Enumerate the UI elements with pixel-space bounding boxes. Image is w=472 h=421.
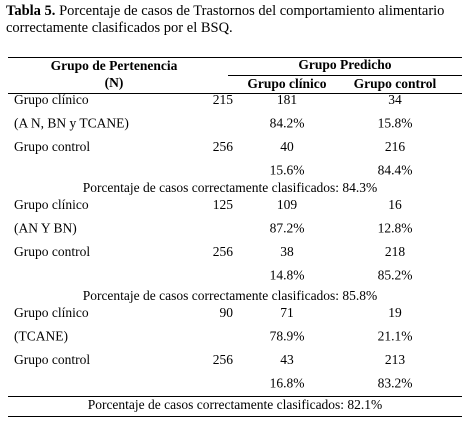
row-label: Grupo control bbox=[14, 244, 90, 259]
header: Grupo Predicho bbox=[298, 57, 391, 72]
cell: 83.2% bbox=[378, 376, 413, 391]
cell: 84.4% bbox=[378, 163, 413, 178]
row-label: Grupo clínico bbox=[14, 197, 89, 212]
cell: 213 bbox=[385, 352, 406, 367]
cell: 109 bbox=[277, 197, 298, 212]
caption-label: Tabla 5. bbox=[6, 3, 56, 19]
row-label: Grupo clínico bbox=[14, 92, 89, 107]
caption-text: Porcentaje de casos de Trastornos del co… bbox=[6, 3, 445, 36]
cell: 38 bbox=[280, 244, 294, 259]
cell: 216 bbox=[385, 139, 406, 154]
cell: 15.6% bbox=[270, 163, 305, 178]
n-value: 256 bbox=[213, 352, 234, 367]
cell: 181 bbox=[277, 92, 297, 107]
header: Grupo clínico bbox=[247, 76, 326, 91]
n-value: 90 bbox=[220, 305, 234, 320]
summary: Porcentaje de casos correctamente clasif… bbox=[83, 288, 378, 303]
cell: 14.8% bbox=[270, 268, 305, 283]
header: Grupo de Pertenencia bbox=[51, 58, 178, 73]
cell: 34 bbox=[388, 92, 402, 107]
cell: 16.8% bbox=[270, 376, 305, 391]
cell: 78.9% bbox=[270, 329, 305, 344]
cell: 43 bbox=[280, 352, 294, 367]
summary: Porcentaje de casos correctamente clasif… bbox=[83, 180, 378, 195]
caption: Tabla 5. Porcentaje de casos de Trastorn… bbox=[6, 3, 468, 37]
row-label: (TCANE) bbox=[14, 329, 68, 344]
n-value: 256 bbox=[213, 244, 234, 259]
cell: 84.2% bbox=[270, 116, 305, 131]
cell: 21.1% bbox=[378, 329, 413, 344]
n-value: 215 bbox=[213, 92, 234, 107]
n-value: 125 bbox=[213, 197, 234, 212]
row-label: Grupo clínico bbox=[14, 305, 89, 320]
summary: Porcentaje de casos correctamente clasif… bbox=[88, 397, 383, 412]
row-label: (A N, BN y TCANE) bbox=[14, 116, 129, 131]
cell: 85.2% bbox=[378, 268, 413, 283]
cell: 15.8% bbox=[378, 116, 413, 131]
cell: 218 bbox=[385, 244, 406, 259]
cell: 12.8% bbox=[378, 221, 413, 236]
row-label: Grupo control bbox=[14, 352, 90, 367]
header: (N) bbox=[105, 75, 124, 90]
header: Grupo control bbox=[354, 76, 437, 91]
cell: 16 bbox=[388, 197, 402, 212]
n-value: 256 bbox=[213, 139, 234, 154]
cell: 19 bbox=[388, 305, 402, 320]
cell: 87.2% bbox=[270, 221, 305, 236]
cell: 71 bbox=[280, 305, 294, 320]
row-label: (AN Y BN) bbox=[14, 221, 77, 236]
row-label: Grupo control bbox=[14, 139, 90, 154]
cell: 40 bbox=[280, 139, 294, 154]
